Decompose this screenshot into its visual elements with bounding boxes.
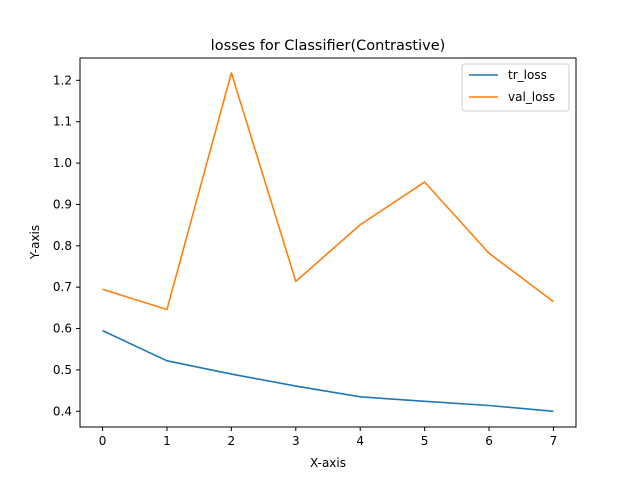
- y-tick-label: 0.4: [53, 404, 72, 418]
- tr_loss-line: [102, 329, 554, 413]
- y-tick-label: 0.7: [53, 280, 72, 294]
- chart-title: losses for Classifier(Contrastive): [211, 38, 446, 54]
- y-tick-label: 0.6: [53, 322, 72, 336]
- x-tick-label: 1: [163, 434, 171, 448]
- series-lines: [102, 72, 554, 413]
- x-tick-label: 4: [356, 434, 364, 448]
- legend: tr_loss val_loss: [461, 63, 570, 112]
- x-axis-label: X-axis: [310, 456, 346, 470]
- x-tick-label: 6: [485, 434, 493, 448]
- y-tick-label: 0.5: [53, 363, 72, 377]
- x-tick-label: 2: [228, 434, 236, 448]
- legend-label-val_loss: val_loss: [508, 90, 555, 104]
- y-axis-label: Y-axis: [28, 225, 42, 260]
- y-tick-label: 1.1: [53, 115, 72, 129]
- y-axis-ticks: 0.4 0.5 0.6 0.7 0.8 0.9 1.0 1.1 1.2: [53, 73, 80, 418]
- x-axis-ticks: 0 1 2 3 4 5 6 7: [99, 427, 558, 448]
- y-tick-label: 1.2: [53, 73, 72, 87]
- y-tick-label: 0.8: [53, 239, 72, 253]
- x-tick-label: 5: [421, 434, 429, 448]
- val_loss-line: [102, 72, 554, 311]
- x-tick-label: 0: [99, 434, 107, 448]
- x-tick-label: 7: [550, 434, 558, 448]
- plot-frame: [79, 57, 577, 428]
- y-tick-label: 0.9: [53, 197, 72, 211]
- y-tick-label: 1.0: [53, 156, 72, 170]
- x-tick-label: 3: [292, 434, 300, 448]
- legend-label-tr_loss: tr_loss: [508, 68, 547, 82]
